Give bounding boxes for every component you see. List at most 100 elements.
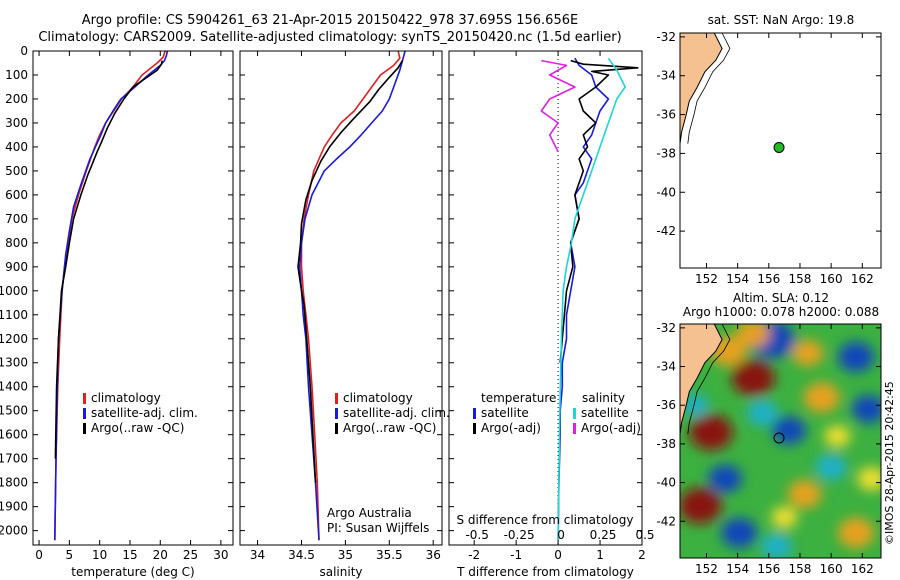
sla-anomaly-blob [736, 324, 771, 348]
salinity-legend-swatch [335, 393, 338, 404]
diff-s-legend-swatch [573, 423, 576, 434]
sla-lat-label: -36 [656, 398, 676, 412]
sst-lon-label: 156 [757, 272, 780, 286]
diff-legend-t-title: temperature [481, 391, 556, 405]
sla-lat-label: -40 [656, 476, 676, 490]
sla-anomaly-blob [787, 480, 822, 509]
temperature-xtick-label: 30 [213, 548, 228, 562]
difference-axes-frame [448, 50, 643, 546]
diff-top-label: S difference from climatology [457, 513, 634, 527]
sst-lon-label: 154 [726, 272, 749, 286]
sla-map-group [680, 324, 881, 558]
salinity-legend-label: satellite-adj. clim. [343, 406, 450, 420]
temperature-xtick-label: 25 [183, 548, 198, 562]
temperature-xtick-label: 20 [153, 548, 168, 562]
salinity-legend-label: Argo(..raw -QC) [343, 421, 436, 435]
depth-tick-label: 1100 [0, 308, 28, 322]
sst-lat-label: -32 [656, 30, 676, 44]
sla-float-marker [773, 432, 785, 444]
temperature-xtick-label: 5 [66, 548, 74, 562]
sst-lat-label: -40 [656, 185, 676, 199]
depth-tick-label: 1700 [0, 452, 28, 466]
depth-tick-label: 1200 [0, 332, 28, 346]
difference-xtick-label: 0 [554, 548, 562, 562]
sla-anomaly-blob [761, 533, 793, 558]
salinity-legend-swatch [335, 423, 338, 434]
sla-anomaly-blob [803, 382, 840, 413]
temperature-axes-frame [32, 50, 234, 546]
temperature-series-group [54, 51, 169, 541]
sla-anomaly-blob [708, 464, 742, 493]
sla-anomaly-blob [792, 340, 824, 367]
sst-lat-label: -36 [656, 108, 676, 122]
sla-lon-label: 152 [695, 562, 718, 576]
diff-s-legend-label: satellite [581, 406, 629, 420]
temperature-xtick-label: 10 [92, 548, 107, 562]
diff-t-legend-label: Argo(-adj) [481, 421, 541, 435]
depth-tick-label: 1900 [0, 500, 28, 514]
depth-tick-label: 0 [20, 44, 28, 58]
sst-map-frame [679, 32, 882, 269]
diff-s-legend-swatch [573, 408, 576, 419]
sla-lat-label: -34 [656, 360, 676, 374]
difference-line-s-argo [540, 59, 576, 153]
sla-anomaly-blob [815, 454, 847, 481]
temperature-legend-swatch [83, 393, 86, 404]
difference-xtick-label: -1 [510, 548, 522, 562]
salinity-xtick-label: 36 [426, 548, 441, 562]
sla-anomaly-blob [771, 506, 798, 529]
salinity-xtick-label: 35.5 [376, 548, 403, 562]
diff-legend-s-title: salinity [582, 391, 625, 405]
salinity-line-climatology [300, 51, 401, 541]
sla-map-frame [679, 323, 882, 559]
credit-argo-australia: Argo Australia [327, 506, 412, 520]
depth-tick-label: 2000 [0, 524, 28, 538]
temperature-legend-label: satellite-adj. clim. [91, 406, 198, 420]
salinity-xtick-label: 35 [338, 548, 353, 562]
diff-top-tick-label: 0 [557, 528, 565, 542]
difference-line-s-satellite [557, 57, 626, 541]
depth-tick-label: 800 [5, 236, 28, 250]
imos-credit: ©IMOS 28-Apr-2015 20:42:45 [883, 381, 896, 545]
figure-title-line1: Argo profile: CS 5904261_63 21-Apr-2015 … [81, 13, 579, 28]
diff-t-legend-swatch [473, 408, 476, 419]
salinity-legend-label: climatology [343, 391, 413, 405]
difference-xtick-label: -2 [468, 548, 480, 562]
sla-anomaly-blob [746, 399, 779, 426]
temperature-xlabel: temperature (deg C) [71, 565, 194, 579]
sla-anomaly-blob [682, 394, 709, 417]
depth-tick-label: 1500 [0, 404, 28, 418]
salinity-xtick-label: 34.5 [288, 548, 315, 562]
difference-xtick-label: 1 [596, 548, 604, 562]
difference-xtick-label: 2 [638, 548, 646, 562]
sst-lon-label: 160 [820, 272, 843, 286]
depth-tick-label: 200 [5, 92, 28, 106]
figure-title-line2: Climatology: CARS2009. Satellite-adjuste… [38, 30, 622, 45]
sla-lat-label: -32 [656, 321, 676, 335]
depth-tick-label: 500 [5, 164, 28, 178]
credit-pi: PI: Susan Wijffels [327, 521, 429, 535]
temperature-legend-swatch [83, 423, 86, 434]
sla-lat-label: -38 [656, 437, 676, 451]
sla-lon-label: 158 [789, 562, 812, 576]
depth-tick-label: 1000 [0, 284, 28, 298]
temperature-line-satellite [54, 51, 169, 541]
sla-map-title-2: Argo h1000: 0.078 h2000: 0.088 [683, 305, 879, 319]
sst-lon-label: 162 [851, 272, 874, 286]
salinity-legend-swatch [335, 408, 338, 419]
depth-tick-label: 600 [5, 188, 28, 202]
depth-tick-label: 1300 [0, 356, 28, 370]
sst-map-title: sat. SST: NaN Argo: 19.8 [708, 13, 855, 27]
salinity-axes-frame [239, 50, 443, 546]
sst-lon-label: 158 [789, 272, 812, 286]
temperature-xtick-label: 15 [122, 548, 137, 562]
diff-top-tick-label: 0.5 [635, 528, 654, 542]
depth-tick-label: 300 [5, 116, 28, 130]
difference-line-t-argo [559, 59, 639, 363]
depth-tick-label: 400 [5, 140, 28, 154]
sla-anomaly-blob [838, 517, 875, 548]
temperature-line-argo [54, 60, 163, 459]
sst-lat-label: -38 [656, 146, 676, 160]
sst-lat-label: -34 [656, 69, 676, 83]
sst-depth-contour [687, 33, 731, 144]
